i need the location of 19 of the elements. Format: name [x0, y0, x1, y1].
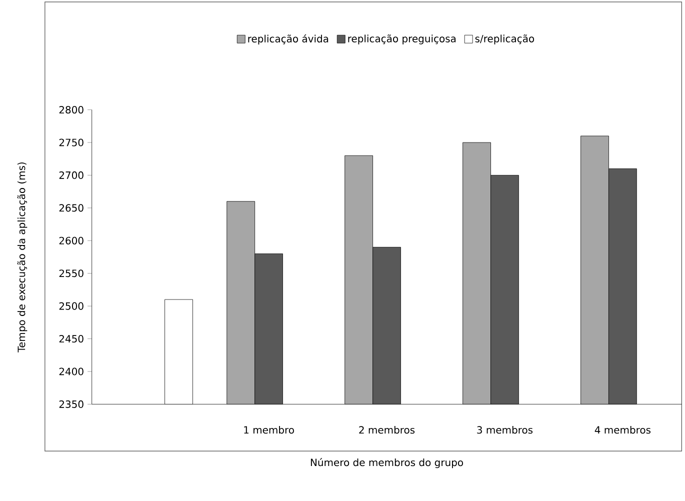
x-axis-title: Número de membros do grupo	[310, 458, 463, 468]
y-tick-label: 2550	[59, 270, 84, 278]
x-tick-label: 3 membros	[477, 426, 533, 434]
y-tick-label: 2700	[59, 171, 84, 179]
y-tick-label: 2600	[59, 236, 84, 244]
x-tick-label: 1 membro	[244, 426, 294, 434]
x-tick-label: 4 membros	[594, 426, 651, 434]
x-tick-label: 2 membros	[359, 426, 415, 434]
y-tick-label: 2400	[59, 368, 84, 376]
legend-label: replicação preguiçosa	[348, 34, 456, 44]
y-tick-label: 2350	[59, 400, 84, 408]
y-tick-label: 2650	[59, 204, 84, 212]
y-tick-label: 2800	[59, 106, 84, 114]
y-axis-title: Tempo de execução da aplicação (ms)	[17, 162, 28, 352]
legend-label: replicação ávida	[248, 34, 328, 44]
y-tick-label: 2750	[59, 138, 84, 146]
legend-label: s/replicação	[475, 34, 534, 44]
y-tick-label: 2500	[59, 302, 84, 310]
y-tick-label: 2450	[59, 334, 84, 343]
